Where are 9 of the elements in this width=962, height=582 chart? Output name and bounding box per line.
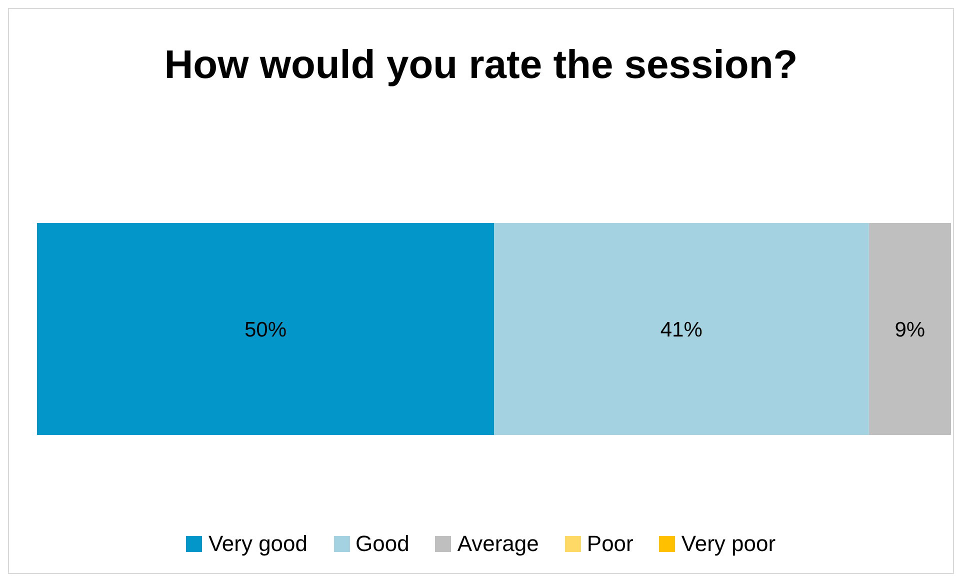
legend-label: Average bbox=[457, 531, 539, 557]
chart-title: How would you rate the session? bbox=[163, 43, 799, 89]
legend-label: Very poor bbox=[681, 531, 776, 557]
data-label: 9% bbox=[894, 318, 926, 342]
legend-label: Good bbox=[356, 531, 410, 557]
data-label: 50% bbox=[244, 318, 287, 342]
legend-label: Poor bbox=[586, 531, 634, 557]
legend-label: Very good bbox=[208, 531, 308, 557]
data-label: 41% bbox=[660, 318, 702, 342]
